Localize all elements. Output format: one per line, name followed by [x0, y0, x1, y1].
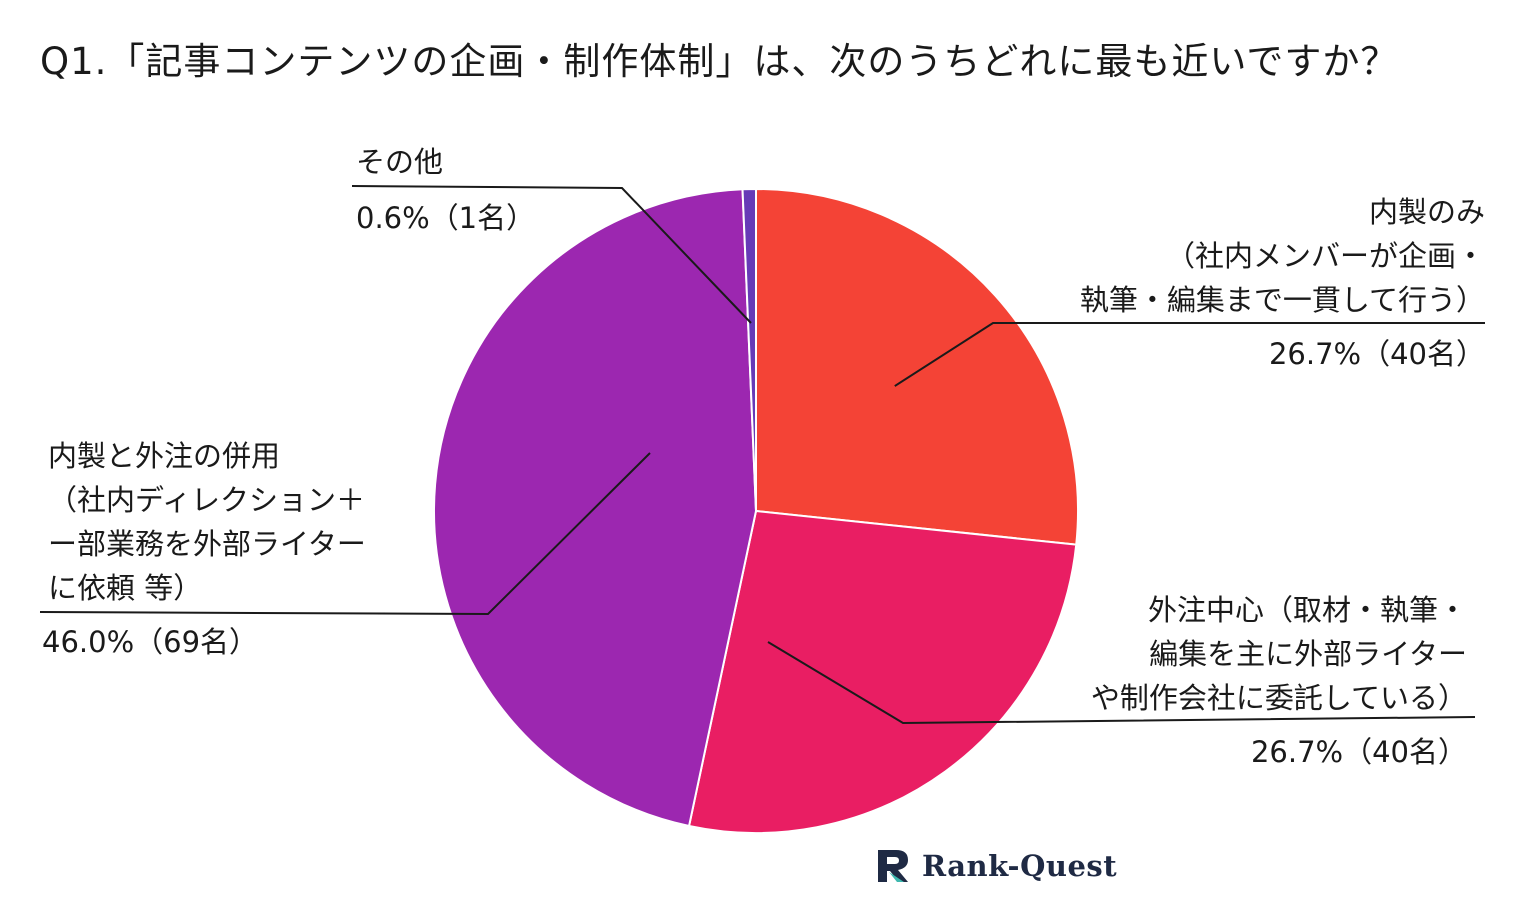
label-mixed-line-4: に依頼 等） — [48, 571, 203, 605]
leader-lines — [39, 185, 1485, 725]
label-outsource: 外注中心（取材・執筆・ 編集を主に外部ライター や制作会社に委託している） 26… — [1091, 588, 1467, 774]
label-mixed: 内製と外注の併用 （社内ディレクション＋ ー部業務を外部ライター に依頼 等） … — [42, 434, 366, 664]
leader-line-other — [351, 185, 752, 324]
rank-quest-logo-icon — [878, 850, 908, 882]
label-mixed-line-1: 内製と外注の併用 — [48, 439, 281, 473]
label-inhouse-line-2: （社内メンバーが企画・ — [1165, 239, 1485, 273]
leader-line-mixed — [39, 452, 651, 616]
brand-logo: Rank-Quest — [874, 845, 1117, 887]
label-inhouse-line-1: 内製のみ — [1368, 195, 1485, 229]
label-outsource-line-1: 外注中心（取材・執筆・ — [1147, 593, 1467, 627]
label-other-percent: 0.6%（1名） — [356, 201, 536, 235]
logo-name: Rank-Quest — [922, 849, 1118, 883]
label-outsource-line-3: や制作会社に委託している） — [1090, 681, 1467, 715]
label-mixed-line-3: ー部業務を外部ライター — [48, 527, 366, 561]
label-inhouse-line-3: 執筆・編集まで一貫して行う） — [1079, 283, 1485, 317]
label-inhouse: 内製のみ （社内メンバーが企画・ 執筆・編集まで一貫して行う） 26.7%（40… — [1080, 190, 1485, 376]
leader-line-inhouse — [894, 322, 1485, 387]
label-mixed-line-2: （社内ディレクション＋ — [48, 483, 365, 517]
pie-slice-inhouse — [755, 187, 1079, 546]
pie-slice-outsource — [687, 509, 1078, 834]
pie-slices — [433, 187, 1079, 834]
pie-slice-other — [741, 187, 757, 512]
label-other: その他 0.6%（1名） — [356, 140, 535, 240]
label-outsource-percent: 26.7%（40名） — [1250, 735, 1467, 769]
leader-line-outsource — [767, 641, 1476, 725]
label-other-line-1: その他 — [356, 145, 444, 179]
chart-title: Q1.「記事コンテンツの企画・制作体制」は、次のうちどれに最も近いですか？ — [40, 40, 1399, 83]
label-outsource-line-2: 編集を主に外部ライター — [1149, 637, 1467, 671]
label-inhouse-percent: 26.7%（40名） — [1268, 337, 1485, 371]
label-mixed-percent: 46.0%（69名） — [42, 625, 259, 659]
